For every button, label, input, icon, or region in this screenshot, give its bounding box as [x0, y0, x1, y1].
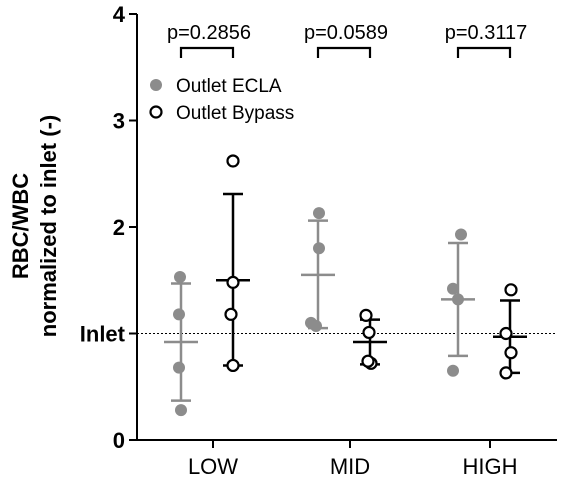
x-tick-label: HIGH [463, 454, 518, 478]
data-point [499, 366, 513, 380]
series-group-0-0 [164, 271, 198, 417]
data-point [310, 320, 322, 333]
data-point [359, 308, 373, 322]
y-tick-label: 0 [113, 428, 125, 453]
data-point [313, 242, 325, 255]
data-point [174, 271, 186, 284]
data-point [362, 325, 376, 340]
data-point [226, 358, 240, 373]
significance-bracket [456, 46, 512, 58]
y-tick-label: Inlet [80, 322, 126, 347]
data-point [504, 283, 518, 297]
data-point [226, 275, 240, 289]
p-value-label: p=0.2856 [167, 22, 251, 44]
legend-label: Outlet Bypass [176, 103, 294, 124]
legend-marker [149, 105, 163, 119]
series-group-1-2 [493, 283, 527, 380]
data-point [173, 308, 185, 321]
data-point [226, 154, 240, 168]
data-point [452, 293, 464, 306]
y-axis-label-line1: RBC/WBC [8, 173, 33, 279]
data-point [447, 282, 459, 295]
y-tick-label: 2 [113, 215, 125, 240]
data-point [173, 361, 185, 374]
data-point [361, 354, 375, 368]
series-group-1-0 [216, 154, 250, 373]
data-point [455, 228, 467, 241]
marks [164, 154, 527, 417]
series-group-0-2 [441, 228, 475, 377]
p-value-label: p=0.3117 [445, 22, 528, 44]
data-point [499, 326, 513, 341]
series-group-0-1 [301, 207, 335, 333]
significance-bracket [316, 46, 372, 58]
x-tick-label: MID [330, 454, 370, 478]
p-value-label: p=0.0589 [304, 22, 388, 44]
y-tick-label: 4 [113, 2, 126, 27]
data-point [175, 404, 187, 417]
data-point [224, 307, 238, 321]
data-point [313, 207, 325, 220]
series-group-1-1 [353, 308, 387, 370]
data-point [504, 346, 518, 360]
x-tick-label: LOW [188, 454, 238, 478]
y-tick-label: 3 [113, 109, 125, 134]
axes: 0 Inlet 2 3 4 LOW MID HIGH [80, 2, 557, 478]
legend-marker [150, 79, 162, 91]
significance-bracket [179, 46, 235, 58]
annotations: p=0.2856 p=0.0589 p=0.3117 [167, 22, 527, 58]
data-point [447, 364, 459, 377]
legend: Outlet ECLA Outlet Bypass [149, 76, 294, 124]
legend-label: Outlet ECLA [176, 76, 282, 97]
y-axis-label-line2: normalized to inlet (-) [36, 115, 61, 337]
